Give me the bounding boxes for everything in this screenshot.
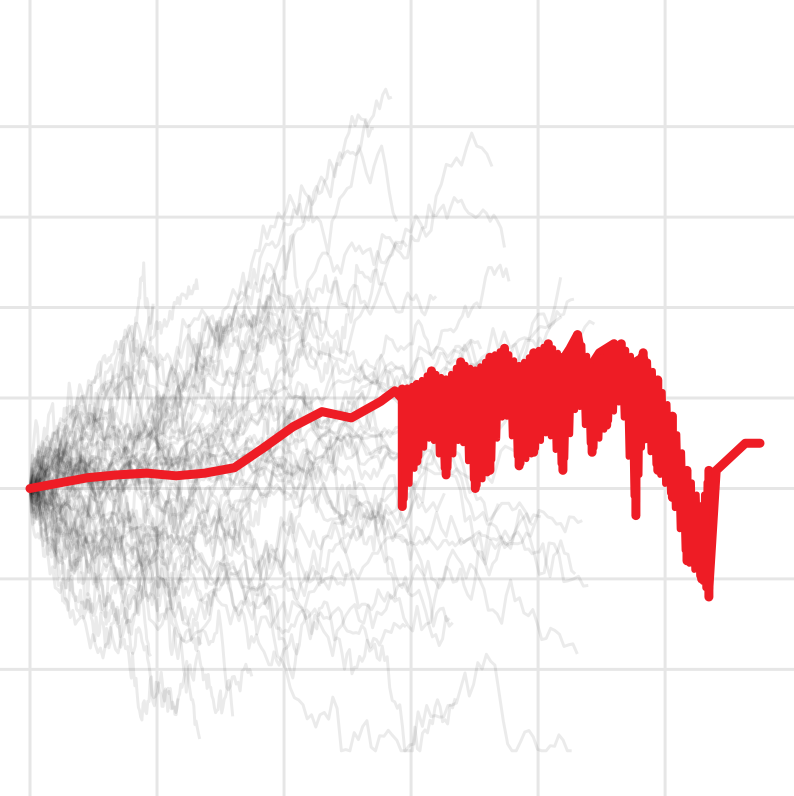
background-series-line-24 (28, 475, 196, 597)
background-series-line-55 (28, 483, 235, 717)
background-series-line-29 (28, 473, 577, 601)
background-series-line-36 (28, 450, 152, 657)
background-series-line-56 (28, 335, 321, 510)
background-series-line-11 (28, 118, 374, 564)
background-series-line-10 (28, 389, 398, 610)
background-series-line-25 (29, 487, 457, 753)
background-series-line-19 (28, 474, 197, 614)
highlight-series-oscillation (399, 331, 711, 595)
background-series-line-46 (28, 196, 506, 496)
background-series-line-21 (28, 416, 579, 658)
background-series-line-57 (28, 469, 202, 740)
background-series-line-42 (29, 407, 418, 582)
background-series-line-32 (29, 315, 563, 496)
background-series-line-27 (28, 453, 299, 680)
background-series-line-43 (28, 87, 393, 489)
background-series-line-6 (29, 131, 494, 490)
background-series-line-31 (28, 359, 292, 489)
background-series-line-54 (28, 446, 203, 653)
background-series-line-44 (28, 432, 303, 590)
background-series-line-33 (28, 446, 534, 551)
background-series-line-52 (28, 277, 563, 551)
background-series-line-51 (28, 278, 199, 489)
background-series-line-3 (28, 296, 384, 560)
background-series-line-16 (28, 487, 572, 753)
background-series-line-38 (28, 365, 323, 530)
background-series-line-9 (29, 427, 396, 490)
background-series-line-14 (29, 448, 446, 554)
background-series-line-7 (28, 488, 180, 714)
highlight-series-group (25, 330, 765, 595)
background-series-line-1 (28, 144, 399, 511)
background-series-line-15 (28, 300, 323, 503)
background-series-line-59 (28, 428, 391, 578)
background-series-line-37 (28, 448, 589, 613)
background-series-line-26 (28, 463, 254, 693)
background-series-line-50 (28, 487, 407, 649)
background-series-line-12 (28, 321, 225, 493)
background-series-line-47 (28, 294, 285, 489)
background-series-line-40 (28, 233, 299, 591)
background-series-line-13 (30, 240, 409, 490)
background-series-line-39 (28, 456, 451, 628)
background-series-line-28 (29, 306, 154, 496)
background-series-line-53 (29, 263, 511, 519)
background-series-line-18 (28, 295, 349, 503)
background-series-line-17 (29, 338, 483, 494)
background-series-line-45 (29, 487, 349, 600)
